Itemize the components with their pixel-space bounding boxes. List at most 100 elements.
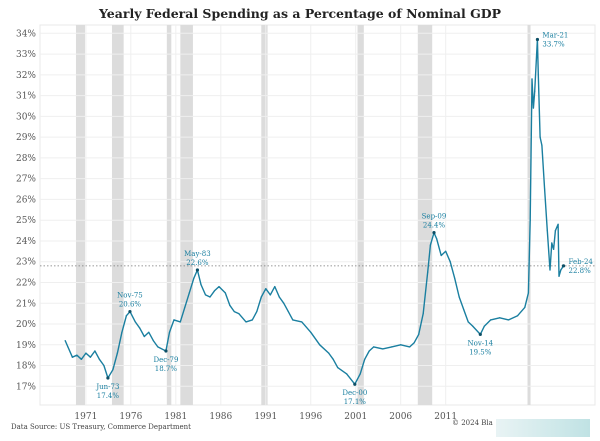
y-tick-label: 29%	[16, 133, 36, 143]
data-point	[328, 352, 330, 354]
data-point	[454, 277, 456, 279]
annotation-value: 33.7%	[542, 41, 565, 49]
y-tick-label: 19%	[16, 341, 36, 351]
recession-band	[180, 25, 193, 405]
data-point	[422, 313, 424, 315]
y-tick-label: 26%	[16, 195, 36, 205]
data-point	[98, 358, 100, 360]
data-point	[89, 356, 91, 358]
data-source-note: Data Source: US Treasury, Commerce Depar…	[11, 423, 191, 431]
recession-band	[417, 25, 433, 405]
data-point	[274, 286, 276, 288]
data-point	[537, 74, 539, 76]
data-point	[278, 296, 280, 298]
data-point	[64, 340, 66, 342]
data-point	[463, 308, 465, 311]
annotation-marker	[164, 349, 168, 353]
data-point	[534, 90, 536, 93]
annotation-value: 22.6%	[186, 259, 209, 267]
data-point	[292, 319, 294, 321]
annotation-marker	[535, 37, 540, 42]
data-point	[508, 319, 510, 321]
data-point	[143, 335, 145, 338]
data-point	[85, 352, 87, 354]
data-point	[179, 321, 181, 323]
y-tick-label: 17%	[16, 382, 36, 392]
data-point	[173, 319, 175, 321]
data-point	[76, 354, 78, 356]
data-point	[310, 331, 312, 333]
recession-band	[111, 25, 124, 405]
annotation-date: Dec-00	[342, 389, 367, 397]
y-tick-label: 24%	[16, 237, 36, 247]
data-point	[193, 277, 195, 279]
data-point	[224, 292, 226, 294]
x-tick-label: 1996	[299, 412, 322, 422]
data-point	[554, 229, 557, 232]
x-tick-label: 2006	[389, 412, 412, 422]
y-tick-label: 33%	[16, 50, 36, 60]
annotation-date: Dec-79	[153, 356, 178, 364]
data-point	[436, 238, 438, 240]
annotation-value: 17.4%	[97, 392, 120, 400]
recession-band	[527, 25, 531, 405]
data-point	[213, 290, 216, 292]
data-point	[301, 321, 303, 323]
annotation-value: 22.8%	[569, 267, 592, 275]
data-point	[233, 310, 235, 313]
data-point	[490, 319, 492, 321]
y-tick-label: 21%	[16, 299, 36, 309]
data-point	[218, 286, 220, 288]
data-point	[287, 310, 289, 313]
data-point	[229, 304, 231, 306]
data-point	[560, 269, 562, 271]
data-point	[551, 242, 553, 244]
data-point	[103, 364, 105, 367]
annotation-marker	[106, 376, 110, 380]
y-tick-label: 31%	[16, 92, 36, 102]
data-point	[359, 373, 361, 375]
data-point	[382, 348, 384, 350]
data-point	[116, 352, 118, 354]
data-point	[269, 294, 271, 296]
annotation-value: 24.4%	[423, 222, 446, 230]
data-point	[67, 346, 69, 348]
data-point	[209, 296, 211, 298]
annotation-value: 18.7%	[155, 365, 178, 373]
data-point	[558, 275, 560, 277]
annotation-date: Jun-73	[95, 383, 119, 391]
annotation-marker	[561, 264, 566, 268]
data-point	[204, 294, 207, 296]
y-tick-label: 25%	[16, 216, 36, 226]
data-point	[337, 367, 339, 369]
data-point	[188, 292, 190, 294]
annotation-date: Nov-14	[468, 339, 494, 347]
data-point	[332, 358, 334, 360]
data-point	[499, 317, 501, 319]
annotation-marker	[432, 231, 436, 235]
annotation-date: Sep-09	[422, 213, 447, 221]
data-point	[483, 325, 485, 327]
copyright-note: © 2024 Bla	[452, 419, 493, 427]
data-point	[168, 331, 171, 333]
data-point	[539, 136, 541, 138]
data-point	[517, 315, 519, 317]
data-point	[71, 356, 73, 358]
data-point	[391, 346, 393, 348]
recession-band	[261, 25, 268, 405]
watermark	[496, 419, 590, 437]
data-point	[200, 283, 202, 286]
x-tick-label: 1986	[209, 412, 232, 422]
data-point	[527, 292, 530, 294]
x-tick-label: 2001	[344, 412, 367, 422]
data-point	[112, 369, 114, 371]
y-tick-label: 32%	[16, 71, 36, 81]
recession-band	[75, 25, 85, 405]
data-point	[121, 331, 123, 333]
annotation-marker	[195, 268, 200, 272]
data-point	[373, 346, 375, 348]
y-tick-label: 34%	[16, 29, 36, 39]
data-point	[531, 78, 533, 80]
y-tick-label: 22%	[16, 278, 36, 288]
